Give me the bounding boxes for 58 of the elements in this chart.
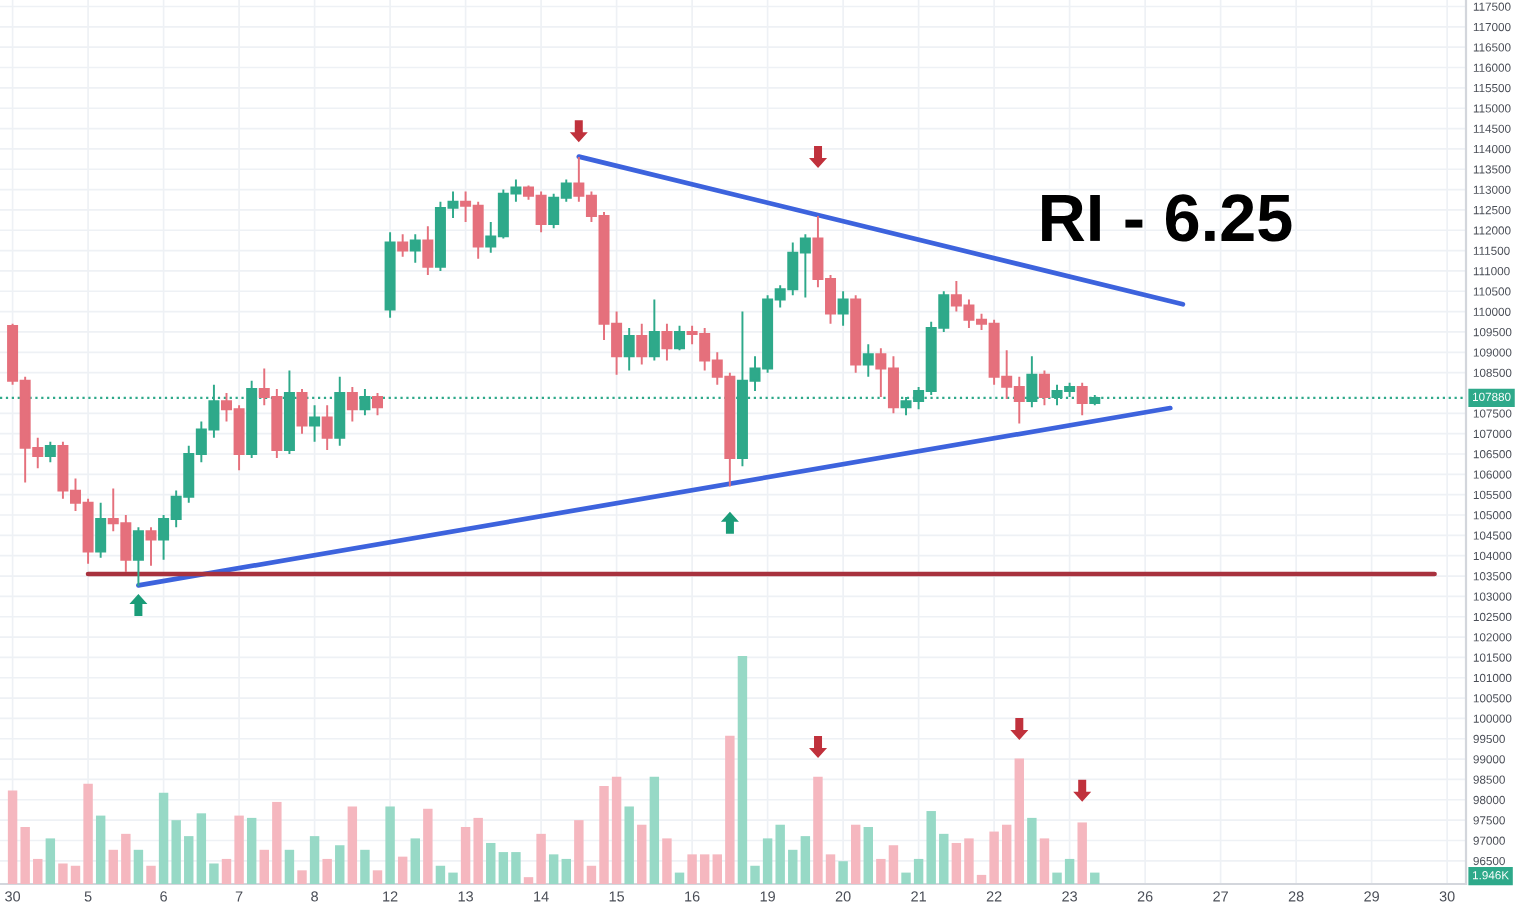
bar [284,849,295,884]
bar [1014,758,1024,884]
bar [624,806,634,884]
bar [45,838,56,884]
candlestick [296,387,308,435]
candlestick [409,233,421,264]
bar [674,872,685,884]
candlestick [132,526,144,588]
bar [561,858,571,884]
bar [1027,817,1037,884]
candlestick [862,343,874,378]
bar [133,849,144,884]
bar [1077,822,1087,884]
candlestick [837,290,849,327]
candlestick [648,298,660,362]
bar [397,856,408,884]
bar [146,865,156,884]
bar [1090,872,1100,884]
bar [649,776,660,884]
bar [637,824,647,884]
bar [423,808,433,884]
bar [410,838,420,884]
candlestick [384,231,396,319]
bar [1039,838,1050,884]
candlestick [372,392,384,417]
bar [360,849,370,884]
candlestick [1038,369,1050,407]
bar [372,870,383,884]
bar [662,838,672,884]
bar [548,854,559,884]
bar [863,827,873,884]
bar [309,836,320,884]
text: RI - 6.25 [1042,194,1292,242]
candlestick [309,404,321,443]
bar [850,824,861,884]
candlestick [1076,381,1088,417]
bar [347,806,358,884]
bar [800,836,811,884]
candlestick [346,385,358,423]
bar [95,815,106,884]
candlestick [397,233,409,258]
candlestick [674,324,686,352]
candlestick [422,225,434,276]
bar [385,806,395,884]
candlestick [321,404,333,451]
candlestick [661,322,673,362]
candlestick [145,526,157,567]
bar [335,845,345,884]
candlestick [850,294,862,374]
bar [486,842,496,884]
candlestick [636,322,648,366]
bar [297,870,307,884]
bar [322,858,332,884]
candlestick [623,326,635,372]
candlestick [95,501,107,559]
candlestick [44,440,56,464]
bar [838,861,848,884]
bar [246,817,257,884]
